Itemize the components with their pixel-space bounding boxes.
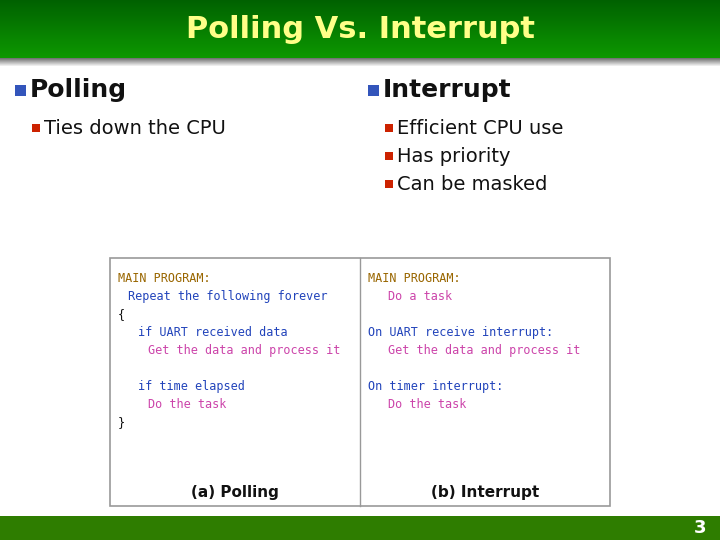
Bar — [385, 152, 393, 160]
Bar — [0, 12, 720, 13]
Bar — [0, 16, 720, 17]
Bar — [0, 10, 720, 11]
Bar — [0, 31, 720, 32]
Bar — [0, 66, 720, 516]
Bar — [0, 62, 720, 63]
Bar — [385, 180, 393, 188]
Bar — [0, 36, 720, 37]
Bar — [0, 55, 720, 56]
Bar — [0, 4, 720, 5]
Bar — [385, 124, 393, 132]
Bar — [0, 63, 720, 64]
Bar — [0, 64, 720, 65]
Text: Has priority: Has priority — [397, 146, 510, 165]
Bar — [0, 46, 720, 47]
Bar — [0, 25, 720, 26]
Text: {: { — [118, 308, 125, 321]
Bar — [0, 34, 720, 35]
Bar — [0, 5, 720, 6]
Text: if time elapsed: if time elapsed — [138, 380, 245, 393]
Bar — [0, 58, 720, 59]
Bar — [0, 56, 720, 57]
Bar — [0, 41, 720, 42]
Text: Repeat the following forever: Repeat the following forever — [128, 290, 328, 303]
Text: Interrupt: Interrupt — [383, 78, 512, 102]
Bar — [0, 53, 720, 54]
Bar — [0, 7, 720, 8]
Bar — [0, 35, 720, 36]
Bar — [0, 38, 720, 39]
Bar — [0, 26, 720, 27]
Bar — [0, 40, 720, 41]
Bar — [0, 60, 720, 61]
Bar — [0, 23, 720, 24]
Bar — [0, 8, 720, 9]
Bar — [0, 45, 720, 46]
Bar — [0, 14, 720, 15]
Bar — [0, 42, 720, 43]
Bar — [0, 37, 720, 38]
Bar — [0, 50, 720, 51]
Text: }: } — [118, 416, 125, 429]
Text: Do the task: Do the task — [388, 398, 467, 411]
Text: Do the task: Do the task — [148, 398, 226, 411]
Bar — [0, 33, 720, 34]
Text: 3: 3 — [694, 519, 706, 537]
Bar — [0, 52, 720, 53]
Text: Get the data and process it: Get the data and process it — [388, 344, 580, 357]
Bar — [0, 2, 720, 3]
Text: Ties down the CPU: Ties down the CPU — [44, 118, 226, 138]
Bar — [0, 3, 720, 4]
Bar — [0, 49, 720, 50]
Text: if UART received data: if UART received data — [138, 326, 287, 339]
Bar — [0, 9, 720, 10]
Bar — [0, 65, 720, 66]
Bar — [0, 48, 720, 49]
Bar — [32, 124, 40, 132]
Bar — [0, 11, 720, 12]
Bar — [0, 39, 720, 40]
Bar — [0, 43, 720, 44]
Bar — [0, 32, 720, 33]
Bar — [0, 61, 720, 62]
Bar — [0, 0, 720, 1]
Text: (a) Polling: (a) Polling — [191, 484, 279, 500]
Bar — [0, 6, 720, 7]
Bar — [0, 21, 720, 22]
Bar — [0, 20, 720, 21]
Bar — [0, 27, 720, 28]
Bar — [368, 85, 379, 96]
Text: Polling Vs. Interrupt: Polling Vs. Interrupt — [186, 15, 534, 44]
Bar — [0, 59, 720, 60]
Bar — [0, 13, 720, 14]
Bar — [0, 57, 720, 58]
Text: Do a task: Do a task — [388, 290, 452, 303]
Bar — [110, 258, 610, 506]
Bar — [0, 17, 720, 18]
Bar — [0, 51, 720, 52]
Bar — [15, 85, 26, 96]
Bar — [0, 19, 720, 20]
Text: On timer interrupt:: On timer interrupt: — [368, 380, 503, 393]
Text: Get the data and process it: Get the data and process it — [148, 344, 341, 357]
Text: (b) Interrupt: (b) Interrupt — [431, 484, 539, 500]
Bar — [0, 15, 720, 16]
Bar — [0, 44, 720, 45]
Bar — [0, 29, 720, 30]
Bar — [0, 47, 720, 48]
Bar — [0, 24, 720, 25]
Bar — [0, 30, 720, 31]
Text: MAIN PROGRAM:: MAIN PROGRAM: — [118, 272, 211, 285]
Text: Polling: Polling — [30, 78, 127, 102]
Bar — [0, 22, 720, 23]
Bar — [0, 28, 720, 29]
Text: Efficient CPU use: Efficient CPU use — [397, 118, 563, 138]
Bar — [0, 54, 720, 55]
Text: Can be masked: Can be masked — [397, 174, 547, 193]
Bar — [0, 516, 720, 540]
Bar — [0, 18, 720, 19]
Bar — [0, 1, 720, 2]
Text: On UART receive interrupt:: On UART receive interrupt: — [368, 326, 553, 339]
Text: MAIN PROGRAM:: MAIN PROGRAM: — [368, 272, 461, 285]
